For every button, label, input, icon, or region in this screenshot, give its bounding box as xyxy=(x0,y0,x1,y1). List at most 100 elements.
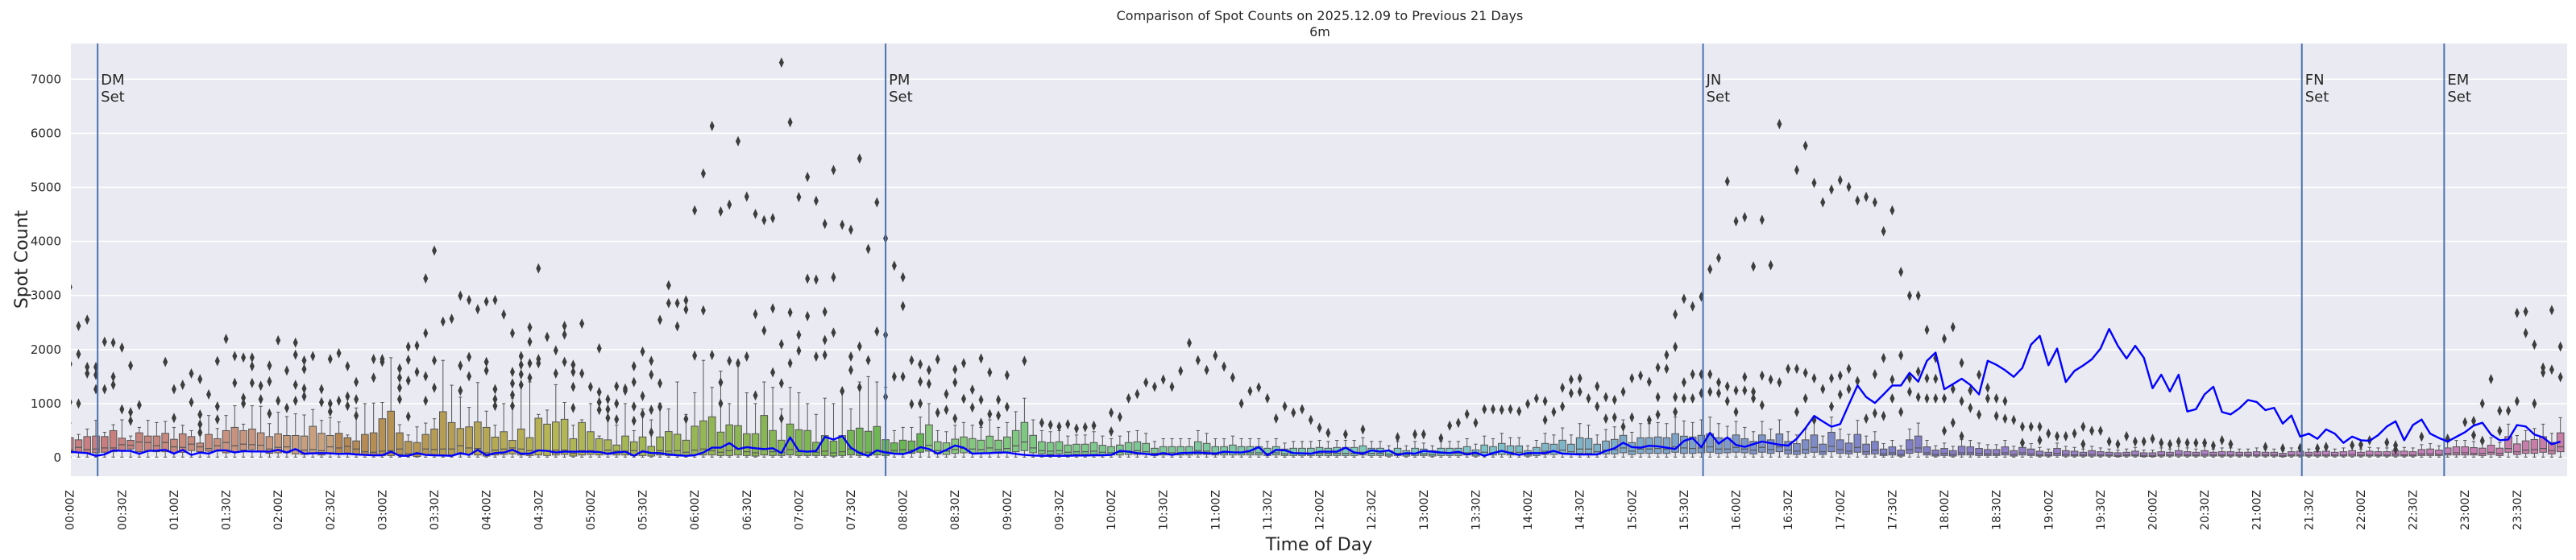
outlier-point xyxy=(796,192,802,203)
box-iqr xyxy=(1072,443,1081,455)
box-iqr xyxy=(2487,445,2495,455)
outlier-point xyxy=(405,341,411,352)
outlier-point xyxy=(969,402,975,413)
outlier-point xyxy=(102,336,107,347)
outlier-point xyxy=(197,409,203,420)
outlier-point xyxy=(241,392,247,404)
box xyxy=(751,403,760,458)
box-iqr xyxy=(2088,450,2096,457)
outlier-point xyxy=(2124,430,2130,442)
box xyxy=(1992,444,2001,458)
outlier-point xyxy=(1872,197,1877,208)
outlier-point xyxy=(449,313,454,325)
box-iqr xyxy=(83,436,92,454)
box-iqr xyxy=(2235,451,2243,457)
box-iqr xyxy=(1914,435,1923,453)
box-iqr xyxy=(2513,443,2521,455)
box xyxy=(1914,422,1923,458)
box-iqr xyxy=(465,426,473,455)
box-iqr xyxy=(1567,443,1575,455)
box-iqr xyxy=(2079,451,2088,457)
outlier-point xyxy=(1950,417,1956,429)
box xyxy=(769,387,777,458)
x-tick-label: 22:30Z xyxy=(2408,490,2420,530)
event-label: PM xyxy=(889,72,910,89)
outlier-point xyxy=(1681,293,1686,305)
box-iqr xyxy=(2357,451,2365,457)
x-tick-label: 16:30Z xyxy=(1782,490,1795,530)
outlier-point xyxy=(926,364,931,375)
outlier-point xyxy=(1187,338,1193,349)
box-iqr xyxy=(1506,445,1515,456)
outlier-point xyxy=(1673,406,1678,417)
outlier-point xyxy=(336,347,342,359)
outlier-point xyxy=(2115,438,2121,450)
box xyxy=(1749,431,1757,458)
box-iqr xyxy=(525,437,534,456)
box xyxy=(1367,441,1376,458)
outlier-point xyxy=(2219,434,2225,446)
outlier-point xyxy=(1620,386,1626,397)
box-iqr xyxy=(890,442,898,454)
box xyxy=(525,381,534,458)
outlier-point xyxy=(700,305,706,316)
outlier-point xyxy=(657,314,663,326)
box-iqr xyxy=(1766,439,1775,454)
outlier-point xyxy=(509,378,515,389)
x-tick-label: 08:00Z xyxy=(898,490,911,530)
box-iqr xyxy=(803,429,811,456)
box-iqr xyxy=(2348,450,2357,457)
outlier-point xyxy=(414,340,420,351)
outlier-point xyxy=(1968,402,1973,413)
x-tick-label: 00:30Z xyxy=(116,490,129,530)
box-iqr xyxy=(2548,442,2556,454)
outlier-point xyxy=(371,372,376,384)
outlier-point xyxy=(380,356,385,367)
box-iqr xyxy=(1940,448,1948,456)
box-iqr xyxy=(1489,446,1497,456)
box xyxy=(230,405,239,458)
box-iqr xyxy=(396,432,404,455)
box xyxy=(907,426,916,458)
box-iqr xyxy=(2070,450,2079,457)
outlier-point xyxy=(926,378,931,389)
outlier-point xyxy=(683,304,689,315)
box-iqr xyxy=(152,435,161,453)
box xyxy=(2330,448,2339,458)
box xyxy=(1897,445,1905,458)
outlier-point xyxy=(1325,427,1331,438)
box-iqr xyxy=(1897,450,1905,457)
box xyxy=(569,425,578,458)
outlier-point xyxy=(2506,405,2512,417)
box xyxy=(109,424,118,458)
box xyxy=(1636,423,1645,458)
outlier-point xyxy=(1959,357,1964,368)
box-iqr xyxy=(587,431,595,455)
box xyxy=(1906,428,1914,458)
outlier-point xyxy=(778,57,784,68)
box-iqr xyxy=(482,426,491,457)
box-iqr xyxy=(682,439,691,456)
outlier-point xyxy=(1759,400,1765,411)
outlier-point xyxy=(301,383,307,394)
outlier-point xyxy=(753,390,758,401)
box-iqr xyxy=(491,437,500,456)
outlier-point xyxy=(718,206,724,218)
outlier-point xyxy=(1638,370,1644,381)
outlier-point xyxy=(1690,368,1695,380)
outlier-point xyxy=(509,389,515,400)
outlier-point xyxy=(831,327,836,338)
outlier-point xyxy=(1151,381,1157,392)
outlier-point xyxy=(1794,406,1799,417)
outlier-point xyxy=(1291,407,1296,418)
outlier-point xyxy=(692,205,698,216)
box-iqr xyxy=(1003,436,1011,454)
outlier-point xyxy=(822,350,828,361)
outlier-point xyxy=(778,338,784,350)
outlier-point xyxy=(674,321,680,332)
outlier-point xyxy=(1733,385,1739,396)
outlier-point xyxy=(1595,381,1600,392)
outlier-point xyxy=(996,394,1002,405)
outlier-point xyxy=(2350,440,2355,451)
outlier-point xyxy=(1906,386,1912,397)
